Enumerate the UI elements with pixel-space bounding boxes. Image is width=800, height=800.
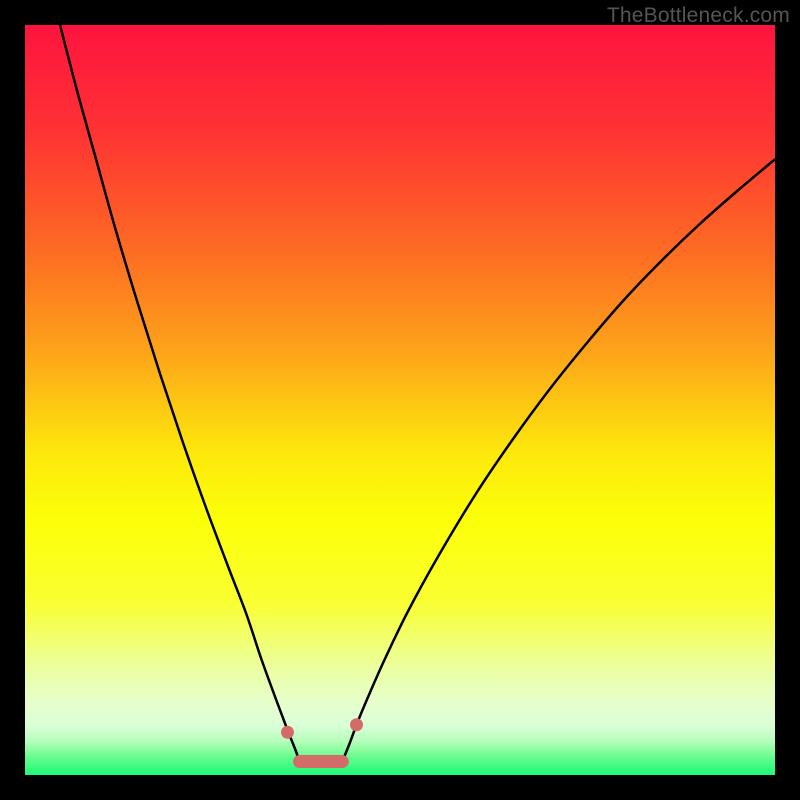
- end-dot-right: [350, 718, 363, 731]
- chart-frame: TheBottleneck.com: [0, 0, 800, 800]
- gradient-background: [25, 25, 775, 775]
- watermark-text: TheBottleneck.com: [607, 4, 790, 28]
- plot-area: [25, 25, 775, 775]
- end-dot-left: [281, 726, 294, 739]
- plot-svg: [25, 25, 775, 775]
